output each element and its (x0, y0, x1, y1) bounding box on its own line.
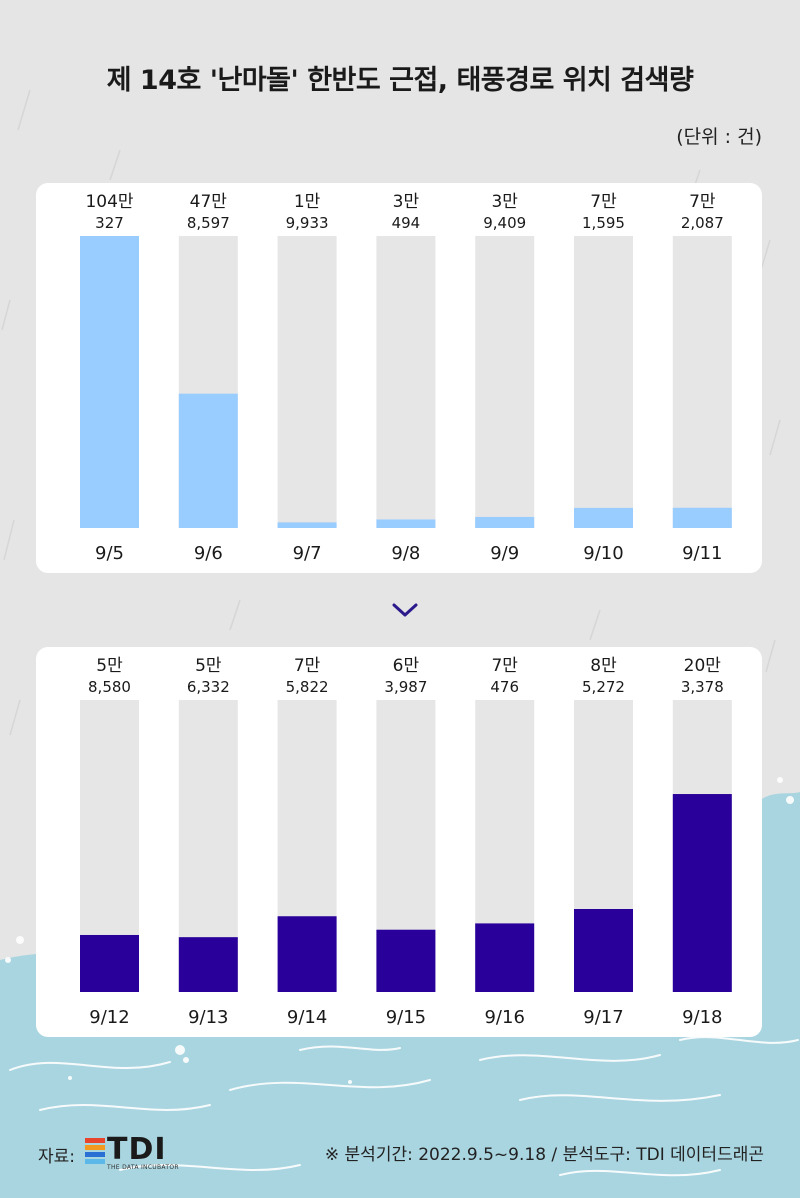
value-label-main: 104만 (85, 192, 133, 212)
analysis-note: ※ 분석기간: 2022.9.5~9.18 / 분석도구: TDI 데이터드래곤 (324, 1145, 764, 1165)
value-label-main: 7만 (689, 192, 716, 212)
bar-9/13 (178, 937, 238, 992)
value-label-main: 3만 (491, 192, 518, 212)
bar-9/9 (475, 516, 535, 528)
tdi-logo: TDI THE DATA INCUBATOR (85, 1132, 185, 1172)
bar-9/18 (672, 794, 732, 992)
bar-chart-top: 104만 327 9/5 47만 8,597 9/6 1만 9,933 9/7 3만 494 9/8 3… (80, 192, 732, 564)
bar-9/7 (277, 522, 337, 528)
value-label-main: 7만 (294, 656, 321, 676)
logo-text: TDI (107, 1132, 167, 1167)
bar-9/11 (672, 507, 732, 528)
x-tick-label: 9/9 (490, 543, 519, 564)
value-label-sub: 8,597 (187, 214, 230, 232)
bar-track (277, 236, 337, 528)
bar-track (574, 236, 633, 528)
value-label-sub: 1,595 (582, 214, 625, 232)
x-tick-label: 9/15 (386, 1007, 426, 1028)
source-block: 자료: TDI THE DATA INCUBATOR (38, 1132, 185, 1172)
bar-chart-bottom: 5만 8,580 9/12 5만 6,332 9/13 7만 5,822 9/14 6만 3,987… (80, 656, 732, 1028)
value-label-main: 6만 (393, 656, 420, 676)
bar-track (376, 236, 436, 528)
x-tick-label: 9/17 (583, 1007, 623, 1028)
value-label-sub: 494 (392, 214, 421, 232)
bar-9/17 (574, 909, 633, 992)
logo-mark-icon (85, 1138, 106, 1164)
bar-9/15 (376, 929, 436, 992)
value-label-main: 5만 (195, 656, 222, 676)
source-label: 자료: (38, 1146, 76, 1167)
chart-panel-bottom: 5만 8,580 9/12 5만 6,332 9/13 7만 5,822 9/14 6만 3,987… (36, 647, 762, 1037)
unit-label: (단위 : 건) (676, 126, 762, 148)
bar-9/14 (277, 916, 337, 992)
value-label-main: 20만 (684, 656, 722, 676)
value-label-sub: 9,409 (483, 214, 526, 232)
value-label-sub: 327 (95, 214, 124, 232)
chart-panel-top: 104만 327 9/5 47만 8,597 9/6 1만 9,933 9/7 3만 494 9/8 3… (36, 183, 762, 573)
x-tick-label: 9/18 (682, 1007, 722, 1028)
value-label-main: 1만 (294, 192, 321, 212)
bar-9/6 (178, 393, 238, 528)
value-label-sub: 9,933 (286, 214, 329, 232)
chart-title: 제 14호 '난마돌' 한반도 근접, 태풍경로 위치 검색량 (106, 65, 694, 96)
value-label-sub: 5,822 (286, 678, 329, 696)
value-label-sub: 3,378 (681, 678, 724, 696)
chevron-down-icon (392, 603, 418, 617)
value-label-sub: 6,332 (187, 678, 230, 696)
x-tick-label: 9/14 (287, 1007, 327, 1028)
x-tick-label: 9/10 (583, 543, 623, 564)
value-label-main: 3만 (393, 192, 420, 212)
x-tick-label: 9/6 (194, 543, 223, 564)
x-tick-label: 9/7 (293, 543, 322, 564)
bar-9/10 (574, 507, 633, 528)
bar-9/5 (80, 236, 139, 528)
bar-track (672, 236, 732, 528)
bar-track (475, 236, 535, 528)
x-tick-label: 9/8 (391, 543, 420, 564)
value-label-main: 5만 (96, 656, 123, 676)
x-tick-label: 9/16 (484, 1007, 524, 1028)
bar-9/8 (376, 519, 436, 528)
x-tick-label: 9/11 (682, 543, 722, 564)
value-label-main: 8만 (590, 656, 617, 676)
value-label-sub: 476 (490, 678, 519, 696)
value-label-main: 7만 (491, 656, 518, 676)
value-label-sub: 2,087 (681, 214, 724, 232)
bar-9/12 (80, 934, 139, 992)
x-tick-label: 9/5 (95, 543, 124, 564)
value-label-main: 7만 (590, 192, 617, 212)
x-tick-label: 9/13 (188, 1007, 228, 1028)
value-label-main: 47만 (190, 192, 228, 212)
bar-9/16 (475, 923, 535, 992)
logo-subtitle: THE DATA INCUBATOR (107, 1164, 179, 1171)
value-label-sub: 8,580 (88, 678, 131, 696)
value-label-sub: 3,987 (384, 678, 427, 696)
value-label-sub: 5,272 (582, 678, 625, 696)
x-tick-label: 9/12 (89, 1007, 129, 1028)
